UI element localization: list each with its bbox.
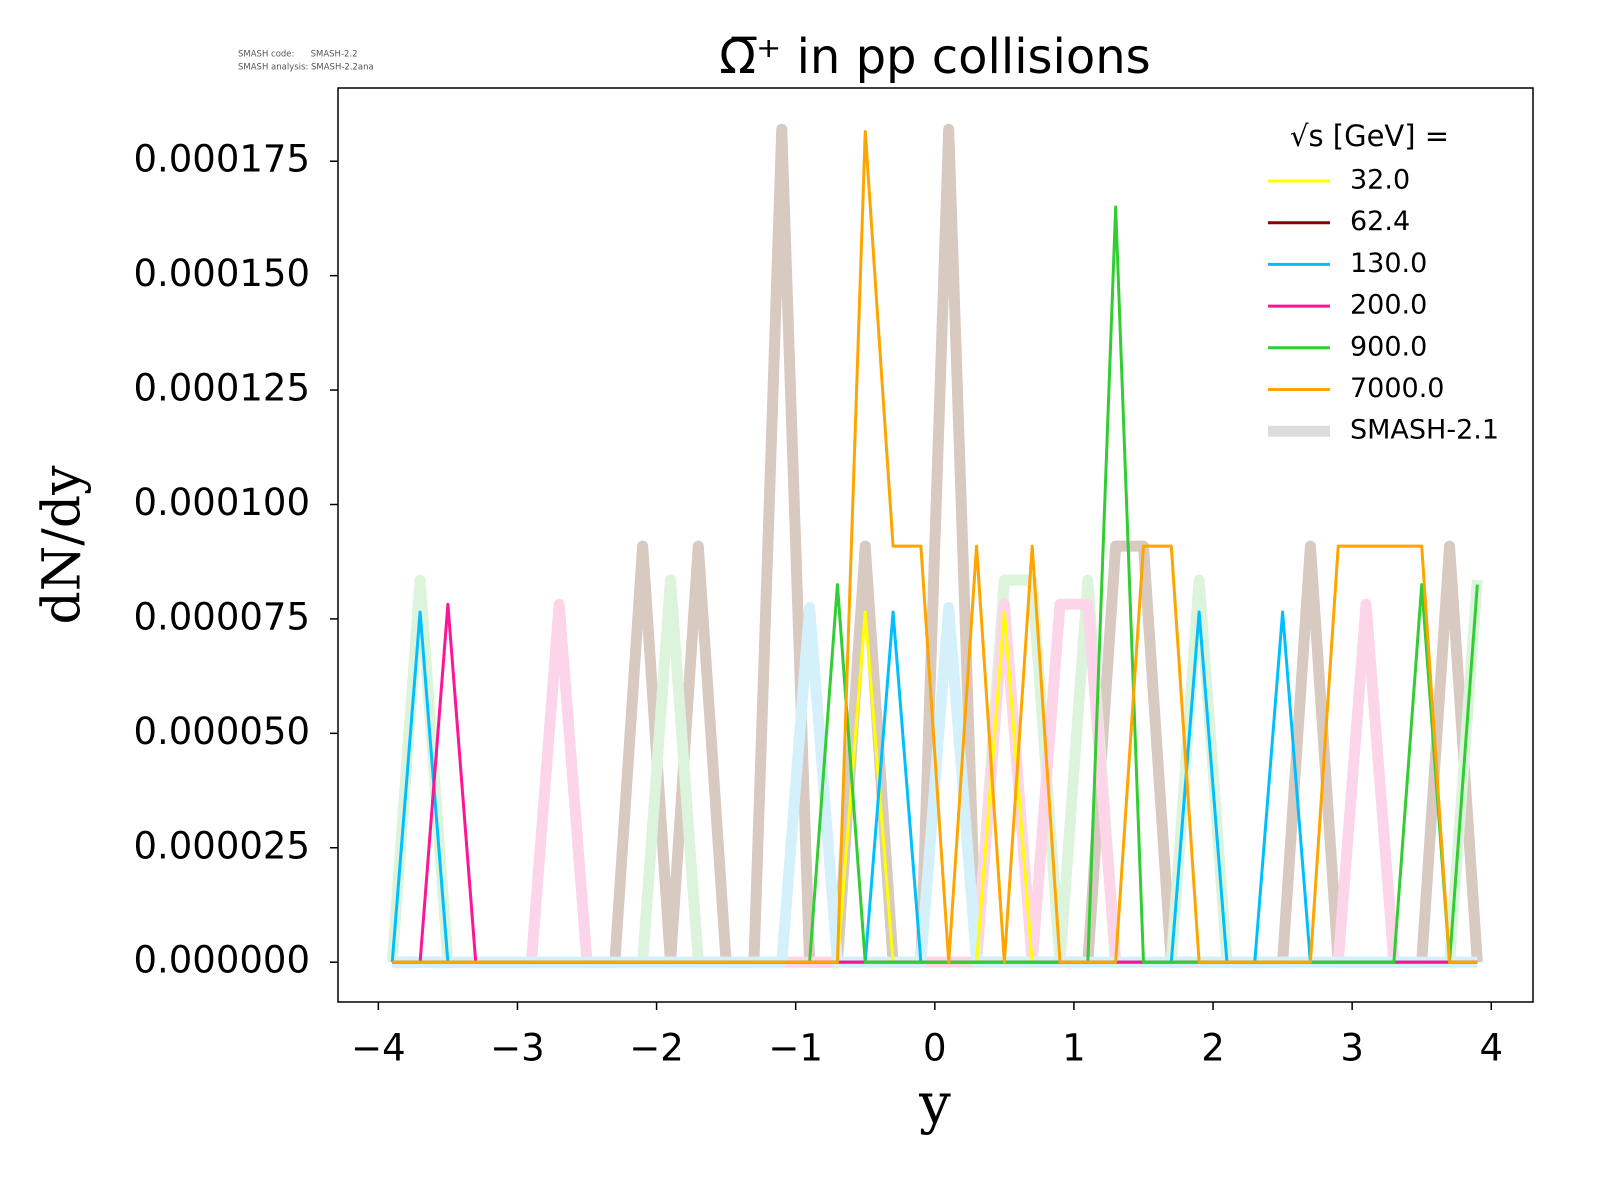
data-line (392, 129, 1478, 964)
x-tick-label: 2 (1201, 1027, 1225, 1070)
legend-label: 200.0 (1350, 290, 1427, 321)
legend-label: 7000.0 (1350, 373, 1444, 404)
y-tick-label: 0.000100 (133, 481, 310, 524)
y-tick-label: 0.000000 (133, 939, 310, 982)
x-axis-label: y (918, 1072, 951, 1137)
x-tick-label: −2 (629, 1027, 684, 1070)
plot-frame (337, 87, 1534, 1003)
legend-label: SMASH-2.1 (1350, 415, 1499, 446)
y-tick-label: 0.000075 (133, 595, 310, 638)
y-tick-label: 0.000025 (133, 824, 310, 867)
x-tick-label: 0 (923, 1027, 947, 1070)
y-tick-label: 0.000050 (133, 710, 310, 753)
x-tick-label: −3 (490, 1027, 545, 1070)
note: SMASH analysis: SMASH-2.2ana (238, 63, 374, 73)
legend-label: 130.0 (1350, 248, 1427, 279)
legend-label: 900.0 (1350, 331, 1427, 362)
legend-title: √s [GeV] = (1290, 119, 1449, 153)
x-tick-label: −4 (351, 1027, 406, 1070)
legend-label: 62.4 (1350, 206, 1410, 237)
legend-label: 32.0 (1350, 165, 1410, 196)
y-tick-label: 0.000150 (133, 252, 310, 295)
x-tick-label: 1 (1062, 1027, 1086, 1070)
y-tick-label: 0.000175 (133, 138, 310, 181)
x-tick-label: 3 (1340, 1027, 1364, 1070)
y-axis-label: dN/dy (33, 465, 93, 625)
chart-title: Ω̅⁺ in pp collisions (719, 29, 1150, 85)
x-tick-label: −1 (768, 1027, 823, 1070)
x-tick-label: 4 (1479, 1027, 1503, 1070)
y-tick-label: 0.000125 (133, 367, 310, 410)
note: SMASH code: SMASH-2.2 (238, 50, 358, 60)
